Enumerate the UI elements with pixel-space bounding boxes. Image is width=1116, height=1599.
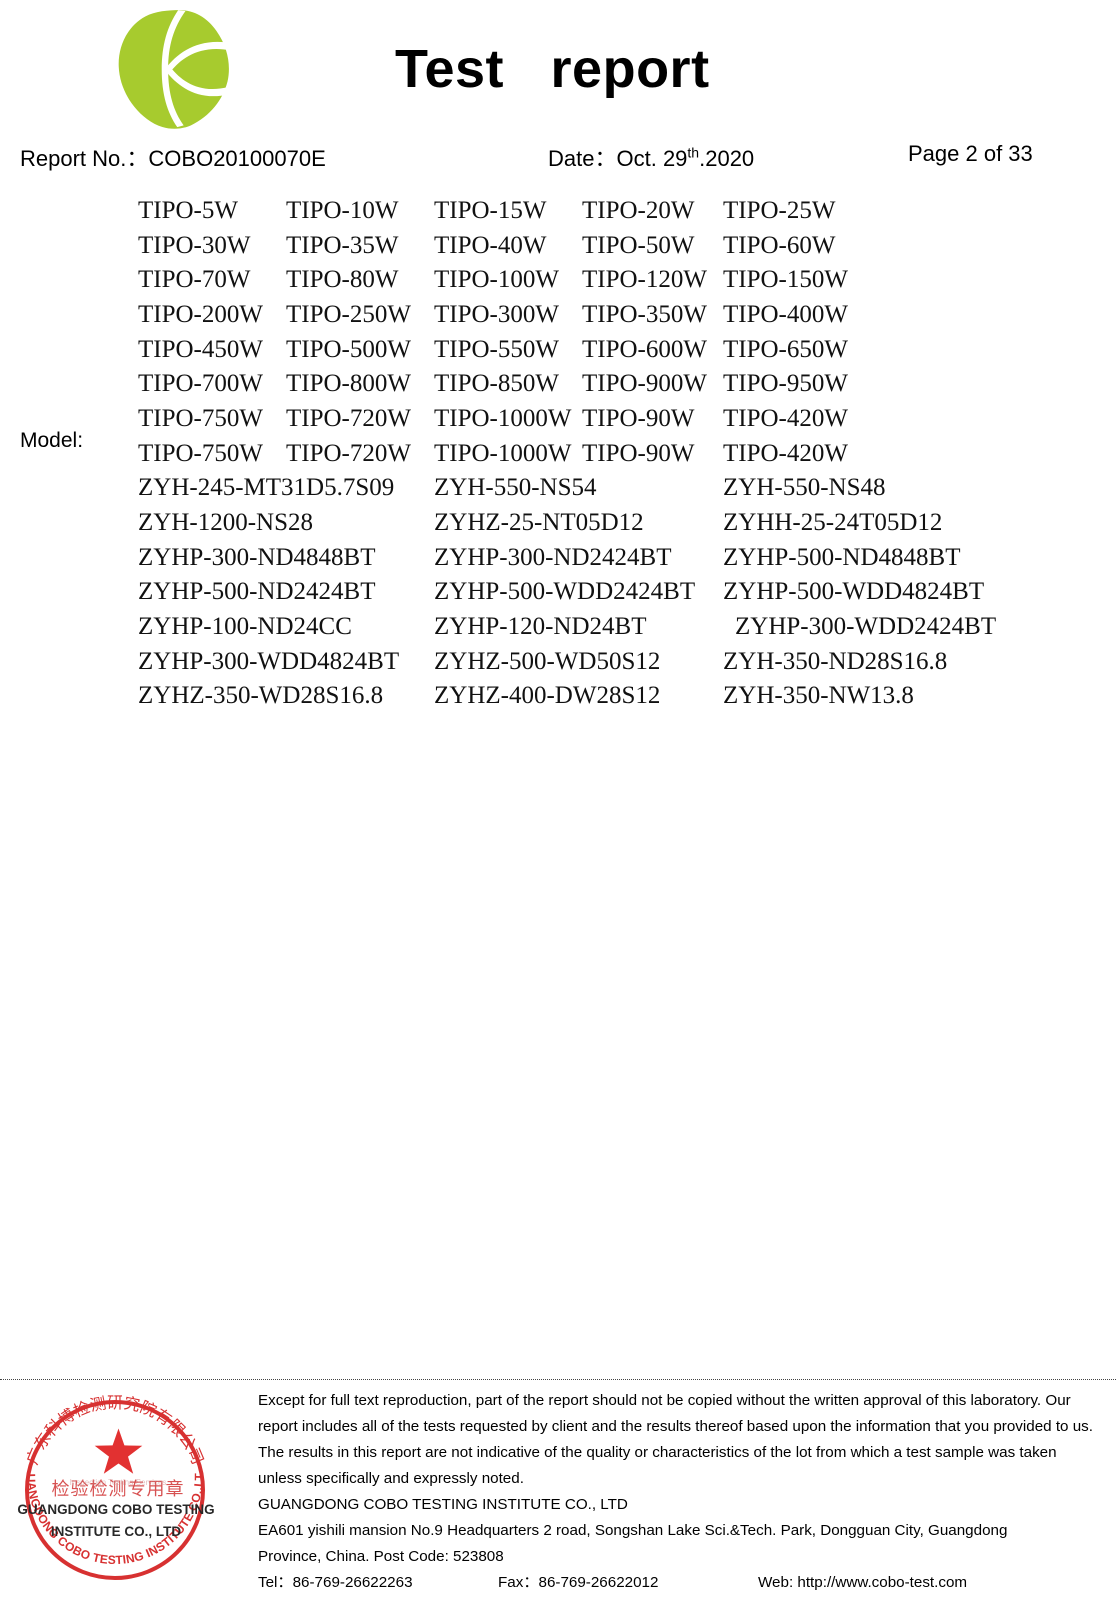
svg-text:GUANGDONG COBO TESTING: GUANGDONG COBO TESTING xyxy=(17,1502,214,1517)
svg-text:INSTITUTE CO., LTD: INSTITUTE CO., LTD xyxy=(51,1524,181,1539)
svg-text:Inspection Testing Services: Inspection Testing Services xyxy=(70,1478,167,1487)
